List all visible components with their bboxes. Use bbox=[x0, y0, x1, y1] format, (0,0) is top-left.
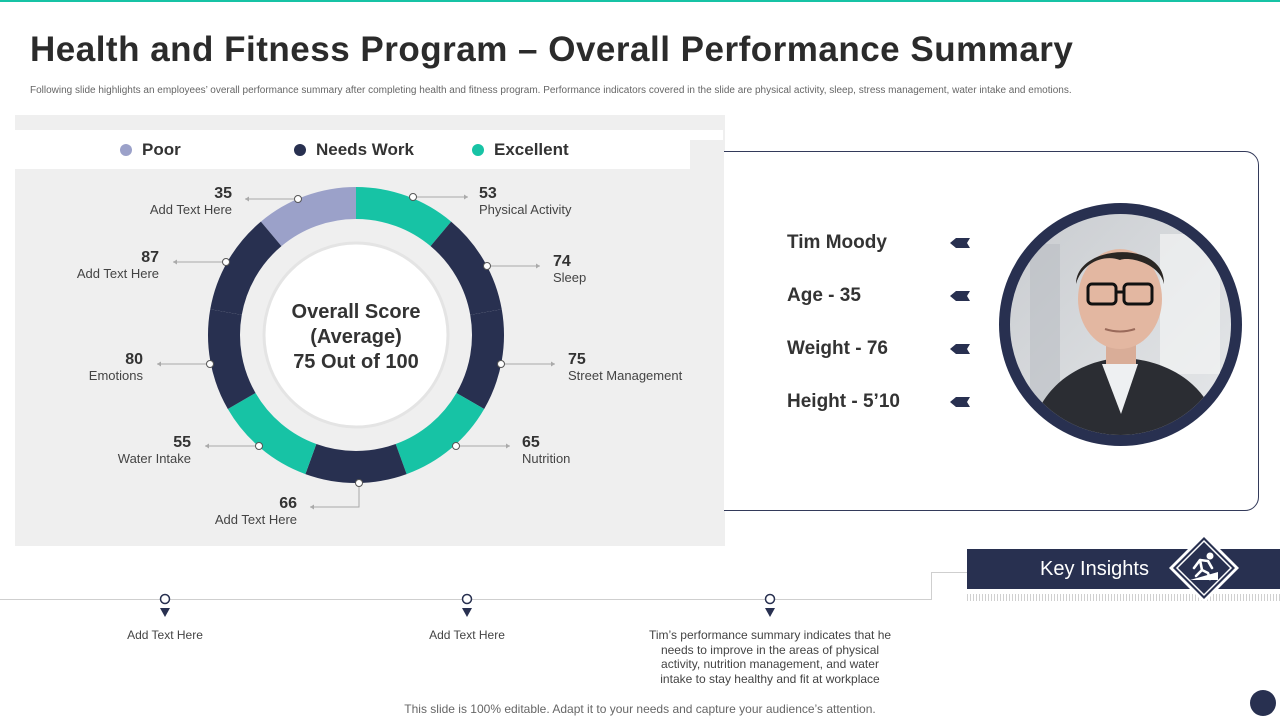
donut-segment bbox=[395, 393, 485, 475]
legend-dot-excellent bbox=[472, 143, 484, 156]
metric-name: Sleep bbox=[553, 270, 587, 285]
leader-dot bbox=[206, 360, 214, 368]
metric-value: 87 bbox=[141, 249, 159, 266]
leader-arrowhead bbox=[173, 259, 177, 265]
legend-label: Needs Work bbox=[316, 139, 414, 159]
leader-dot bbox=[409, 193, 417, 201]
metric-name: Nutrition bbox=[522, 451, 571, 466]
metric-label-nutrition: 65 Nutrition bbox=[522, 435, 570, 467]
leader-dot bbox=[255, 442, 263, 450]
legend-label: Poor bbox=[142, 139, 181, 159]
profile-photo bbox=[1010, 214, 1231, 435]
legend: Poor Needs Work Excellent bbox=[15, 130, 723, 169]
metric-label-sleep: 74 Sleep bbox=[553, 254, 586, 286]
arrow-tag-icon bbox=[950, 291, 970, 301]
timeline-marker-icon bbox=[461, 593, 473, 617]
arrow-tag-icon bbox=[950, 397, 970, 407]
metric-label-top: 35 Add Text Here bbox=[150, 186, 232, 218]
legend-label: Excellent bbox=[494, 139, 569, 159]
avatar bbox=[1010, 214, 1231, 435]
profile-age: Age - 35 bbox=[787, 285, 861, 306]
overall-score-line1: Overall Score bbox=[291, 301, 421, 323]
metric-label-emotions: 80 Emotions bbox=[89, 352, 143, 384]
donut-center bbox=[262, 241, 450, 429]
leader-line bbox=[310, 483, 360, 508]
leader-dot bbox=[452, 442, 460, 450]
metric-name: Add Text Here bbox=[149, 202, 232, 217]
leader-arrowhead bbox=[245, 196, 249, 202]
leader-dot bbox=[222, 258, 230, 266]
timeline-marker-icon bbox=[764, 593, 776, 617]
donut-segment bbox=[208, 309, 256, 409]
leader-dot bbox=[497, 360, 505, 368]
metric-value: 55 bbox=[173, 434, 191, 451]
corner-dot bbox=[1250, 690, 1276, 716]
metric-value: 53 bbox=[479, 185, 497, 202]
legend-item-needs-work: Needs Work bbox=[294, 130, 414, 169]
insight-text-3: Tim’s performance summary indicates that… bbox=[648, 628, 892, 686]
metric-name: Physical Activity bbox=[479, 202, 572, 217]
profile-height: Height - 5’10 bbox=[787, 391, 900, 412]
runner-icon bbox=[1169, 533, 1239, 603]
leader-arrowhead bbox=[157, 361, 161, 367]
metric-value: 75 bbox=[568, 351, 586, 368]
overall-score-line3: 75 Out of 100 bbox=[293, 351, 419, 373]
metric-label-bottom: 66 Add Text Here bbox=[215, 496, 297, 528]
donut-segment bbox=[456, 309, 504, 409]
profile-weight: Weight - 76 bbox=[787, 338, 888, 359]
profile-name: Tim Moody bbox=[787, 232, 887, 253]
metric-label-water-intake: 55 Water Intake bbox=[118, 435, 191, 467]
donut-segment bbox=[356, 187, 452, 247]
page-subtitle: Following slide highlights an employees’… bbox=[30, 85, 1072, 96]
donut-segment bbox=[227, 393, 317, 475]
footer-note: This slide is 100% editable. Adapt it to… bbox=[404, 702, 876, 716]
legend-dot-needs-work bbox=[294, 143, 306, 156]
leader-dot bbox=[294, 195, 302, 203]
card-mask bbox=[690, 140, 724, 545]
timeline-connector bbox=[931, 572, 932, 600]
legend-dot-poor bbox=[120, 143, 132, 156]
leader-arrowhead bbox=[205, 443, 209, 449]
leader-arrowhead bbox=[551, 361, 555, 367]
arrow-tag-icon bbox=[950, 238, 970, 248]
timeline-connector bbox=[931, 572, 967, 573]
page-title: Health and Fitness Program – Overall Per… bbox=[30, 30, 1074, 69]
metric-value: 66 bbox=[279, 495, 297, 512]
metric-value: 65 bbox=[522, 434, 540, 451]
overall-score: Overall Score (Average) 75 Out of 100 bbox=[256, 300, 456, 375]
overall-score-line2: (Average) bbox=[310, 326, 402, 348]
metric-label-street-management: 75 Street Management bbox=[568, 352, 682, 384]
metric-name: Add Text Here bbox=[214, 512, 297, 527]
leader-arrowhead bbox=[464, 194, 468, 200]
donut-segment bbox=[305, 444, 407, 483]
donut-segment bbox=[210, 221, 282, 315]
key-insights-title: Key Insights bbox=[1040, 558, 1149, 580]
metric-name: Water Intake bbox=[117, 451, 191, 466]
leader-dot bbox=[483, 262, 491, 270]
metric-value: 74 bbox=[553, 253, 571, 270]
metric-value: 80 bbox=[125, 351, 143, 368]
metric-label-physical-activity: 53 Physical Activity bbox=[479, 186, 571, 218]
legend-item-excellent: Excellent bbox=[472, 130, 569, 169]
donut-segment bbox=[260, 187, 356, 247]
leader-arrowhead bbox=[506, 443, 510, 449]
top-accent-line bbox=[0, 0, 1280, 2]
timeline-marker-icon bbox=[159, 593, 171, 617]
arrow-tag-icon bbox=[950, 344, 970, 354]
metric-value: 35 bbox=[214, 185, 232, 202]
metric-name: Street Management bbox=[568, 368, 683, 383]
hatch-decoration bbox=[967, 594, 1280, 601]
donut-segment bbox=[430, 221, 502, 315]
insight-text-2: Add Text Here bbox=[429, 628, 505, 642]
leader-arrowhead bbox=[310, 504, 314, 510]
legend-item-poor: Poor bbox=[120, 130, 181, 169]
insight-text-1: Add Text Here bbox=[127, 628, 203, 642]
metric-name: Emotions bbox=[88, 368, 143, 383]
leader-dot bbox=[355, 479, 363, 487]
metric-label-left-top: 87 Add Text Here bbox=[77, 250, 159, 282]
metric-name: Add Text Here bbox=[76, 266, 159, 281]
leader-arrowhead bbox=[536, 263, 540, 269]
